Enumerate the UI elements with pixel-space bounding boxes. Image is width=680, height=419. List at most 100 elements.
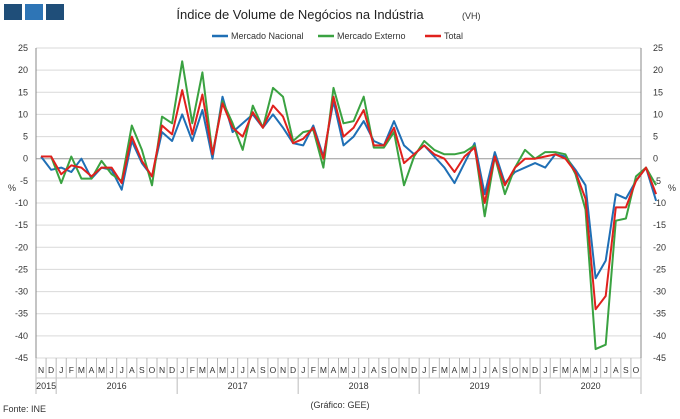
y-tick-label-left: 15 xyxy=(18,87,28,97)
month-label: J xyxy=(352,365,356,375)
y-tick-label-left: 20 xyxy=(18,65,28,75)
month-label: A xyxy=(210,365,216,375)
y-tick-label-left: 5 xyxy=(23,132,28,142)
y-tick-label-left: 0 xyxy=(23,154,28,164)
month-label: S xyxy=(502,365,508,375)
month-label: M xyxy=(320,365,327,375)
month-label: S xyxy=(260,365,266,375)
month-label: J xyxy=(241,365,245,375)
month-label: O xyxy=(391,365,398,375)
month-label: J xyxy=(604,365,608,375)
month-label: M xyxy=(78,365,85,375)
month-label: A xyxy=(331,365,337,375)
month-label: J xyxy=(422,365,426,375)
y-tick-label-left: -5 xyxy=(20,176,28,186)
month-label: D xyxy=(48,365,54,375)
y-tick-label-left: -35 xyxy=(15,309,28,319)
year-label: 2015 xyxy=(36,381,56,391)
month-label: O xyxy=(149,365,156,375)
month-label: M xyxy=(98,365,105,375)
y-tick-label-left: -25 xyxy=(15,264,28,274)
series-line-mercado-externo xyxy=(41,60,657,351)
y-tick-label-right: 25 xyxy=(653,43,663,53)
month-label: O xyxy=(270,365,277,375)
month-label: J xyxy=(473,365,477,375)
y-tick-label-right: 10 xyxy=(653,109,663,119)
y-tick-label-right: 0 xyxy=(653,154,658,164)
year-label: 2016 xyxy=(107,381,127,391)
month-label: D xyxy=(532,365,538,375)
month-label: M xyxy=(582,365,589,375)
month-label: O xyxy=(512,365,519,375)
y-tick-label-right: -10 xyxy=(653,198,666,208)
y-tick-label-left: -20 xyxy=(15,242,28,252)
month-label: N xyxy=(159,365,165,375)
month-label: A xyxy=(250,365,256,375)
y-tick-label-right: -25 xyxy=(653,264,666,274)
y-tick-label-right: -20 xyxy=(653,242,666,252)
month-label: A xyxy=(129,365,135,375)
y-tick-label-left: -40 xyxy=(15,331,28,341)
month-label: J xyxy=(362,365,366,375)
month-label: M xyxy=(461,365,468,375)
y-tick-label-left: 25 xyxy=(18,43,28,53)
month-label: M xyxy=(441,365,448,375)
logo-block-2 xyxy=(25,4,43,20)
month-label: F xyxy=(553,365,558,375)
series-line-mercado-nacional xyxy=(40,95,658,280)
y-tick-label-left: -15 xyxy=(15,220,28,230)
series-line-total xyxy=(41,89,658,311)
month-label: M xyxy=(219,365,226,375)
source-note: Fonte: INE xyxy=(3,404,46,414)
month-label: M xyxy=(340,365,347,375)
y-tick-label-right: -40 xyxy=(653,331,666,341)
y-tick-label-left: -10 xyxy=(15,198,28,208)
legend-label: Total xyxy=(444,31,463,41)
y-axis-label-right: % xyxy=(668,183,676,193)
chart-title: Índice de Volume de Negócios na Indústri… xyxy=(176,7,424,22)
logo-block-1 xyxy=(4,4,22,20)
month-label: J xyxy=(231,365,235,375)
year-label: 2020 xyxy=(581,381,601,391)
chart-credit: (Gráfico: GEE) xyxy=(310,400,369,410)
month-label: J xyxy=(110,365,114,375)
y-tick-label-left: -30 xyxy=(15,287,28,297)
month-label: N xyxy=(38,365,44,375)
month-label: A xyxy=(573,365,579,375)
legend-label: Mercado Nacional xyxy=(231,31,304,41)
month-label: J xyxy=(301,365,305,375)
month-label: A xyxy=(492,365,498,375)
month-label: A xyxy=(613,365,619,375)
y-tick-label-right: -35 xyxy=(653,309,666,319)
month-label: D xyxy=(411,365,417,375)
y-tick-label-right: -15 xyxy=(653,220,666,230)
y-tick-label-right: 5 xyxy=(653,132,658,142)
month-label: D xyxy=(290,365,296,375)
year-label: 2017 xyxy=(228,381,248,391)
logo-block-3 xyxy=(46,4,64,20)
month-label: N xyxy=(401,365,407,375)
year-label: 2019 xyxy=(470,381,490,391)
year-label: 2018 xyxy=(349,381,369,391)
month-label: J xyxy=(483,365,487,375)
logo xyxy=(4,4,64,20)
y-tick-label-right: -5 xyxy=(653,176,661,186)
y-tick-label-left: 10 xyxy=(18,109,28,119)
month-label: F xyxy=(432,365,437,375)
month-label: F xyxy=(311,365,316,375)
chart-title-suffix: (VH) xyxy=(462,11,481,21)
month-label: J xyxy=(594,365,598,375)
month-label: N xyxy=(522,365,528,375)
month-label: M xyxy=(562,365,569,375)
month-label: J xyxy=(59,365,63,375)
month-label: A xyxy=(371,365,377,375)
month-label: J xyxy=(120,365,124,375)
month-label: O xyxy=(633,365,640,375)
y-tick-label-right: 20 xyxy=(653,65,663,75)
legend-label: Mercado Externo xyxy=(337,31,406,41)
month-label: F xyxy=(69,365,74,375)
month-label: D xyxy=(169,365,175,375)
y-axis-label-left: % xyxy=(8,183,16,193)
month-label: J xyxy=(180,365,184,375)
